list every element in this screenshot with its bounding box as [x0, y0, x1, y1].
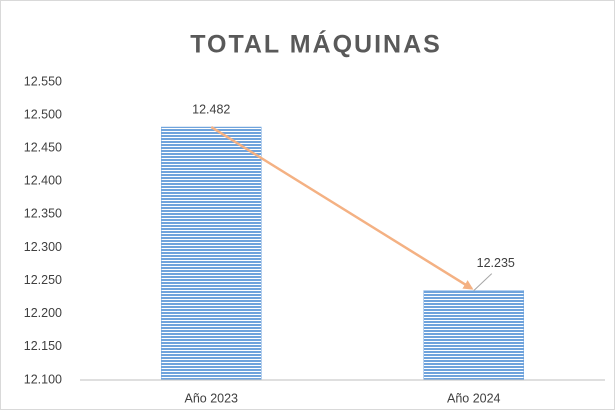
y-tick-label: 12.450 [24, 141, 62, 155]
y-tick-label: 12.500 [24, 107, 62, 121]
y-tick-label: 12.250 [24, 273, 62, 287]
x-tick-label: Año 2023 [184, 391, 238, 405]
y-tick-label: 12.400 [24, 174, 62, 188]
y-tick-label: 12.550 [24, 74, 62, 88]
chart-title: TOTAL MÁQUINAS [190, 30, 442, 59]
y-tick-label: 12.150 [24, 339, 62, 353]
y-tick-label: 12.100 [24, 372, 62, 386]
y-tick-label: 12.300 [24, 240, 62, 254]
data-label: 12.482 [192, 102, 230, 116]
trend-arrow [210, 125, 474, 290]
bar [161, 126, 262, 381]
y-tick-label: 12.350 [24, 207, 62, 221]
x-tick-label: Año 2024 [447, 391, 501, 405]
data-label: 12.235 [477, 256, 515, 270]
y-tick-label: 12.200 [24, 306, 62, 320]
bar [423, 290, 524, 381]
leader-line [473, 273, 493, 291]
